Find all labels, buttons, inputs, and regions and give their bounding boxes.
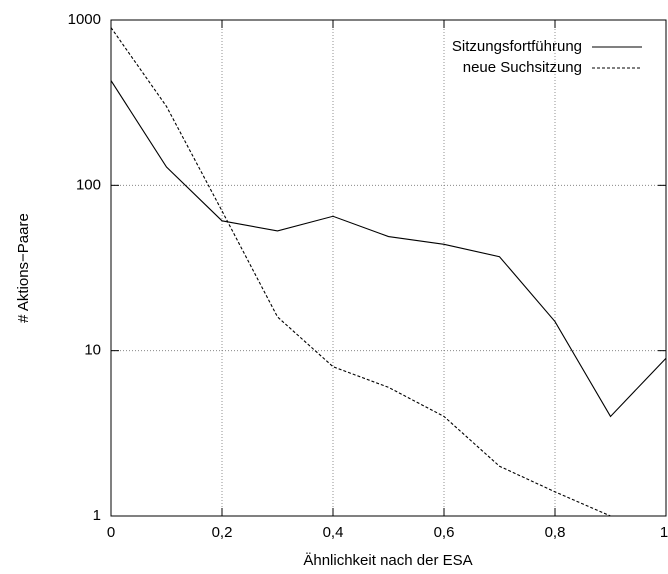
x-tick-label: 0,6 bbox=[434, 524, 455, 541]
series-line bbox=[110, 27, 611, 517]
y-tick-label: 1000 bbox=[68, 11, 101, 28]
y-axis-label: # Aktions−Paare bbox=[15, 213, 32, 323]
legend-label: neue Suchsitzung bbox=[463, 59, 582, 76]
series-line bbox=[110, 80, 667, 418]
x-axis-label: Ähnlichkeit nach der ESA bbox=[303, 552, 472, 569]
y-tick-label: 10 bbox=[84, 342, 101, 359]
x-tick-label: 0 bbox=[107, 524, 115, 541]
x-tick-label: 1 bbox=[660, 524, 668, 541]
y-tick-label: 1 bbox=[93, 507, 101, 524]
legend-label: Sitzungsfortführung bbox=[452, 38, 582, 55]
plot-frame bbox=[110, 19, 667, 517]
x-tick-label: 0,8 bbox=[545, 524, 566, 541]
y-tick-label: 100 bbox=[76, 176, 101, 193]
x-tick-label: 0,2 bbox=[212, 524, 233, 541]
x-tick-label: 0,4 bbox=[323, 524, 344, 541]
